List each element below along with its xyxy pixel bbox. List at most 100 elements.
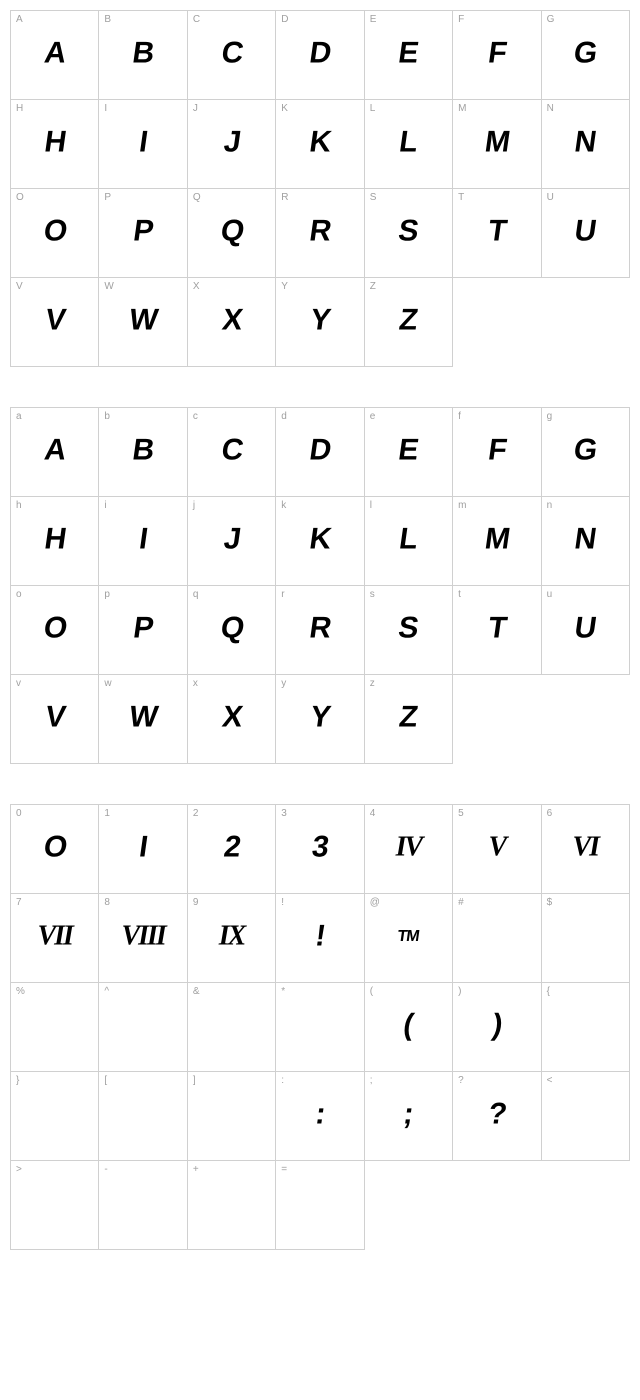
glyph-cell: LL: [365, 100, 453, 189]
glyph-cell: ZZ: [365, 278, 453, 367]
cell-label: u: [547, 589, 553, 600]
glyph-cell: {: [542, 983, 630, 1072]
cell-glyph: R: [307, 214, 332, 248]
cell-label: R: [281, 192, 288, 203]
cell-label: S: [370, 192, 377, 203]
cell-label: 8: [104, 897, 110, 908]
cell-glyph: V: [489, 831, 506, 863]
glyph-cell: 0O: [11, 805, 99, 894]
cell-label: U: [547, 192, 554, 203]
cell-label: r: [281, 589, 284, 600]
glyph-cell: wW: [99, 675, 187, 764]
cell-glyph: B: [130, 433, 155, 467]
cell-glyph: H: [42, 522, 67, 556]
glyph-cell: sS: [365, 586, 453, 675]
glyph-cell: AA: [11, 11, 99, 100]
glyph-cell: WW: [99, 278, 187, 367]
glyph-cell: bB: [99, 408, 187, 497]
cell-label: g: [547, 411, 553, 422]
cell-label: (: [370, 986, 373, 997]
uppercase-grid: AABBCCDDEEFFGGHHIIJJKKLLMMNNOOPPQQRRSSTT…: [10, 10, 630, 367]
cell-glyph: Z: [397, 303, 419, 337]
cell-glyph: A: [42, 36, 67, 70]
cell-label: x: [193, 678, 198, 689]
cell-label: y: [281, 678, 286, 689]
cell-label: v: [16, 678, 21, 689]
glyph-cell: jJ: [188, 497, 276, 586]
cell-label: z: [370, 678, 375, 689]
glyph-cell: $: [542, 894, 630, 983]
glyph-cell: !!: [276, 894, 364, 983]
glyph-cell: DD: [276, 11, 364, 100]
glyph-cell: }: [11, 1072, 99, 1161]
glyph-cell: xX: [188, 675, 276, 764]
cell-label: L: [370, 103, 376, 114]
glyph-cell: gG: [542, 408, 630, 497]
cell-label: 3: [281, 808, 287, 819]
cell-glyph: P: [131, 214, 155, 248]
cell-label: K: [281, 103, 288, 114]
glyph-cell: 5V: [453, 805, 541, 894]
cell-glyph: V: [43, 700, 67, 734]
cell-glyph: 3: [310, 830, 330, 864]
glyph-cell: fF: [453, 408, 541, 497]
lowercase-grid: aAbBcCdDeEfFgGhHiIjJkKlLmMnNoOpPqQrRsStT…: [10, 407, 630, 764]
cell-glyph: X: [220, 700, 244, 734]
cell-label: 6: [547, 808, 553, 819]
cell-glyph: O: [41, 830, 68, 864]
cell-label: w: [104, 678, 111, 689]
glyph-cell: TT: [453, 189, 541, 278]
cell-label: V: [16, 281, 23, 292]
glyph-cell: MM: [453, 100, 541, 189]
cell-glyph: ;: [402, 1097, 416, 1131]
glyph-cell: KK: [276, 100, 364, 189]
cell-glyph: TM: [397, 928, 421, 946]
cell-glyph: N: [573, 522, 598, 556]
cell-label: 1: [104, 808, 110, 819]
cell-label: 9: [193, 897, 199, 908]
cell-label: J: [193, 103, 198, 114]
glyph-cell: oO: [11, 586, 99, 675]
cell-label: O: [16, 192, 24, 203]
cell-glyph: X: [220, 303, 244, 337]
cell-label: <: [547, 1075, 553, 1086]
cell-glyph: J: [221, 522, 241, 556]
glyph-cell: pP: [99, 586, 187, 675]
glyph-cell: EE: [365, 11, 453, 100]
cell-glyph: F: [486, 36, 508, 70]
cell-label: %: [16, 986, 25, 997]
cell-label: m: [458, 500, 466, 511]
cell-glyph: W: [127, 700, 159, 734]
glyph-cell: yY: [276, 675, 364, 764]
glyph-cell: 4IV: [365, 805, 453, 894]
cell-label: s: [370, 589, 375, 600]
cell-label: ): [458, 986, 461, 997]
cell-glyph: L: [397, 522, 419, 556]
cell-label: a: [16, 411, 22, 422]
cell-label: 0: [16, 808, 22, 819]
cell-glyph: F: [486, 433, 508, 467]
glyph-cell: FF: [453, 11, 541, 100]
glyph-cell: 6VI: [542, 805, 630, 894]
cell-label: I: [104, 103, 107, 114]
glyph-cell: HH: [11, 100, 99, 189]
glyph-cell: zZ: [365, 675, 453, 764]
cell-glyph: Y: [308, 303, 332, 337]
glyph-cell: GG: [542, 11, 630, 100]
glyph-cell: *: [276, 983, 364, 1072]
cell-label: @: [370, 897, 380, 908]
cell-label: =: [281, 1164, 287, 1175]
cell-label: f: [458, 411, 461, 422]
cell-glyph: Y: [308, 700, 332, 734]
cell-label: 7: [16, 897, 22, 908]
cell-glyph: Z: [397, 700, 419, 734]
cell-glyph: VII: [37, 920, 71, 952]
cell-glyph: A: [42, 433, 67, 467]
glyph-cell: 22: [188, 805, 276, 894]
cell-label: j: [193, 500, 195, 511]
glyph-cell: aA: [11, 408, 99, 497]
cell-label: H: [16, 103, 23, 114]
cell-glyph: H: [42, 125, 67, 159]
cell-label: }: [16, 1075, 19, 1086]
glyph-cell: #: [453, 894, 541, 983]
